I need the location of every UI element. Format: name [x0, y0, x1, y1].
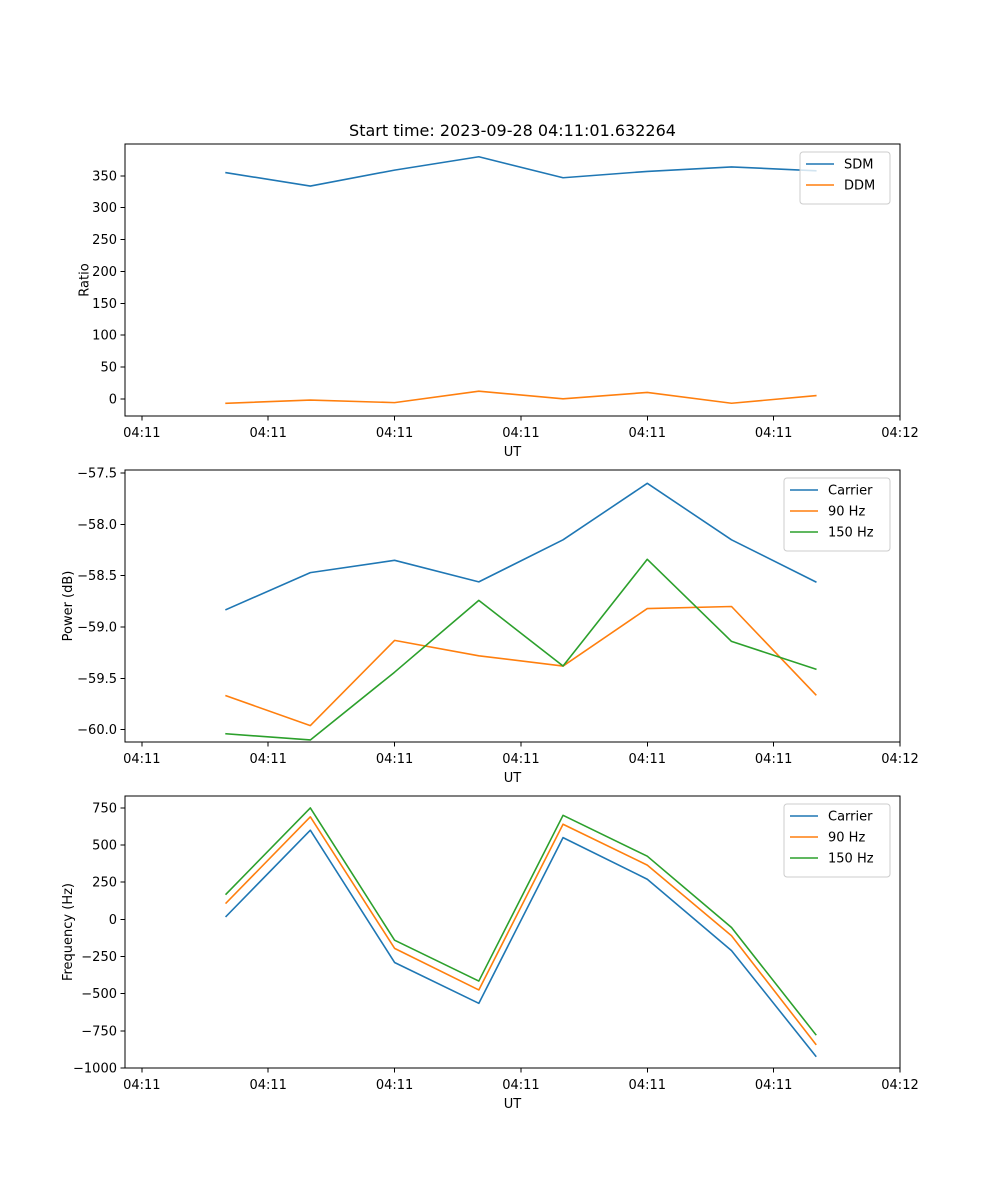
y-tick-label: −500: [81, 987, 117, 1002]
y-tick-label: 0: [109, 392, 117, 407]
series-line-ddm: [225, 390, 817, 405]
y-axis-label: Frequency (Hz): [61, 883, 76, 981]
x-tick-label: 04:11: [123, 426, 160, 441]
y-axis-label: Ratio: [77, 263, 92, 296]
y-tick-label: 150: [92, 297, 117, 312]
y-tick-label: 100: [92, 329, 117, 344]
y-tick-label: 250: [92, 876, 117, 891]
panel-3: 04:11 04:11 04:11 04:11 04:11 04:11 04:12 −1000…: [61, 795, 919, 1112]
legend-label: SDM: [844, 158, 873, 173]
x-tick-label: 04:11: [755, 1078, 792, 1093]
plot-frame: [124, 795, 901, 1069]
legend-label: 150 Hz: [828, 852, 874, 867]
x-axis-label: UT: [504, 771, 522, 786]
panel-2: 04:11 04:11 04:11 04:11 04:11 04:11 04:12 −60.0…: [61, 467, 919, 786]
y-tick-label: 750: [92, 801, 117, 816]
series-line-sdm: [225, 155, 817, 187]
y-tick-label: −58.0: [77, 518, 117, 533]
y-tick-label: −1000: [73, 1062, 117, 1077]
x-tick-label: 04:11: [249, 752, 286, 767]
x-tick-label: 04:11: [376, 752, 413, 767]
y-tick-label: 300: [92, 201, 117, 216]
legend-frame: [799, 151, 891, 205]
y-tick-label: −59.5: [77, 672, 117, 687]
y-tick-label: 0: [109, 913, 117, 928]
x-axis-label: UT: [504, 1097, 522, 1112]
y-axis-label: Power (dB): [61, 571, 76, 642]
legend-label: 90 Hz: [828, 831, 865, 846]
panel-1: 04:11 04:11 04:11 04:11 04:11 04:11 04:12 0 50 10…: [77, 121, 918, 460]
x-tick-label: 04:11: [502, 1078, 539, 1093]
y-tick-label: −58.5: [77, 569, 117, 584]
y-tick-label: −60.0: [77, 723, 117, 738]
legend: Carrier 90 Hz 150 Hz: [783, 803, 891, 878]
series-line-150-hz: [225, 558, 817, 741]
x-tick-label: 04:11: [376, 426, 413, 441]
y-tick-label: 500: [92, 839, 117, 854]
x-tick-label: 04:12: [881, 1078, 918, 1093]
x-tick-label: 04:11: [502, 752, 539, 767]
x-tick-label: 04:11: [502, 426, 539, 441]
x-tick-label: 04:11: [629, 752, 666, 767]
x-tick-label: 04:11: [376, 1078, 413, 1093]
y-tick-label: −250: [81, 950, 117, 965]
legend-label: 90 Hz: [828, 505, 865, 520]
x-tick-label: 04:12: [881, 426, 918, 441]
series-line-90-hz: [225, 605, 817, 727]
legend-label: Carrier: [828, 810, 873, 825]
y-tick-label: 250: [92, 233, 117, 248]
y-tick-label: 200: [92, 265, 117, 280]
x-tick-label: 04:11: [123, 752, 160, 767]
y-tick-label: 50: [100, 360, 117, 375]
chart-title: Start time: 2023-09-28 04:11:01.632264: [349, 121, 676, 140]
legend: SDM DDM: [799, 151, 891, 205]
legend-label: Carrier: [828, 484, 873, 499]
x-tick-label: 04:11: [249, 1078, 286, 1093]
series-line-carrier: [224, 829, 817, 1058]
x-axis-label: UT: [504, 445, 522, 460]
x-tick-label: 04:11: [629, 426, 666, 441]
y-tick-label: −57.5: [77, 467, 117, 482]
plot-frame: [124, 469, 901, 743]
series-line-carrier: [225, 482, 817, 611]
legend-label: DDM: [844, 179, 875, 194]
legend-label: 150 Hz: [828, 526, 874, 541]
series-line-150-hz: [224, 807, 817, 1036]
y-tick-label: −750: [81, 1024, 117, 1039]
y-tick-label: 350: [92, 169, 117, 184]
series-line-90-hz: [224, 816, 817, 1046]
legend: Carrier 90 Hz 150 Hz: [783, 477, 891, 552]
y-tick-label: −59.0: [77, 621, 117, 636]
x-tick-label: 04:11: [755, 752, 792, 767]
panels: 04:11 04:11 04:11 04:11 04:11 04:11 04:12 0 50 10…: [61, 121, 919, 1112]
x-tick-label: 04:11: [123, 1078, 160, 1093]
plot-frame: [124, 143, 901, 417]
x-tick-label: 04:11: [755, 426, 792, 441]
x-tick-label: 04:12: [881, 752, 918, 767]
x-tick-label: 04:11: [629, 1078, 666, 1093]
x-tick-label: 04:11: [249, 426, 286, 441]
